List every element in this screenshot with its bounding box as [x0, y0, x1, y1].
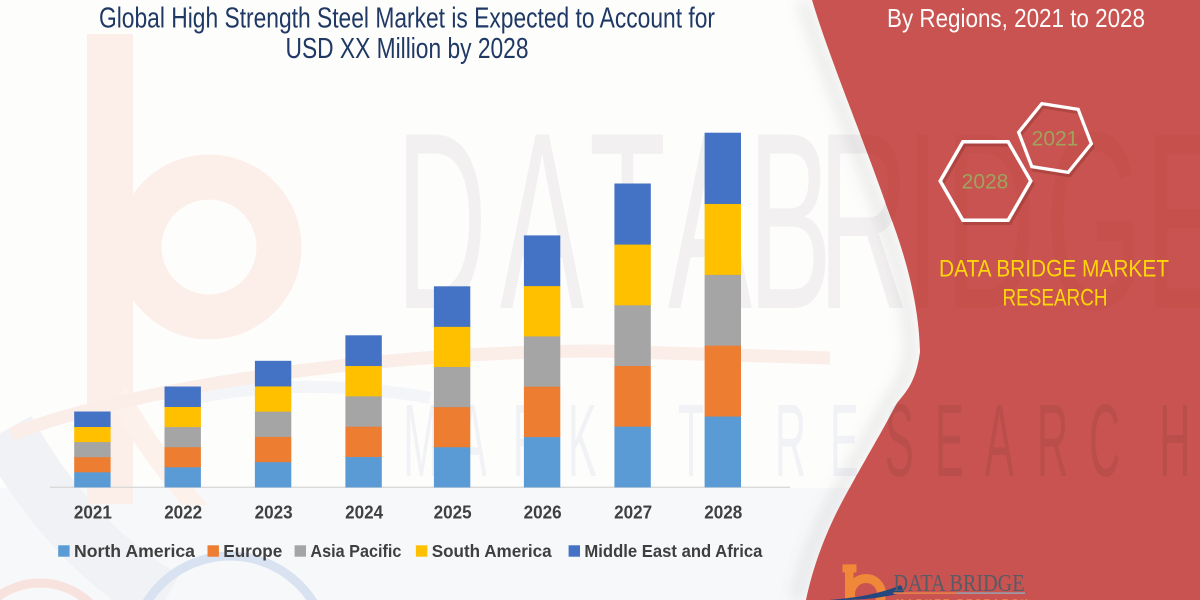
svg-text:By Regions, 2021 to 2028: By Regions, 2021 to 2028	[887, 3, 1145, 33]
svg-text:RESEARCH: RESEARCH	[1003, 285, 1108, 312]
svg-text:Asia Pacific: Asia Pacific	[310, 541, 401, 561]
svg-text:2027: 2027	[614, 503, 652, 523]
svg-text:Europe: Europe	[223, 541, 282, 561]
svg-text:2021: 2021	[1032, 128, 1079, 151]
svg-text:Middle East and Africa: Middle East and Africa	[584, 541, 762, 561]
svg-text:DATA BRIDGE MARKET: DATA BRIDGE MARKET	[939, 256, 1169, 283]
svg-text:North America: North America	[74, 541, 195, 561]
svg-text:2021: 2021	[74, 503, 112, 523]
svg-text:South America: South America	[432, 541, 552, 561]
svg-text:2025: 2025	[434, 503, 472, 523]
svg-text:2023: 2023	[255, 503, 293, 523]
svg-text:Global High Strength Steel Mar: Global High Strength Steel Market is Exp…	[99, 3, 715, 35]
svg-text:2026: 2026	[524, 503, 562, 523]
svg-text:2028: 2028	[962, 171, 1009, 194]
svg-text:2024: 2024	[345, 503, 383, 523]
svg-text:2022: 2022	[164, 503, 202, 523]
svg-text:USD XX Million by 2028: USD XX Million by 2028	[286, 33, 529, 65]
svg-text:MARKET RESEARCH: MARKET RESEARCH	[896, 598, 1030, 600]
svg-text:2028: 2028	[704, 503, 742, 523]
